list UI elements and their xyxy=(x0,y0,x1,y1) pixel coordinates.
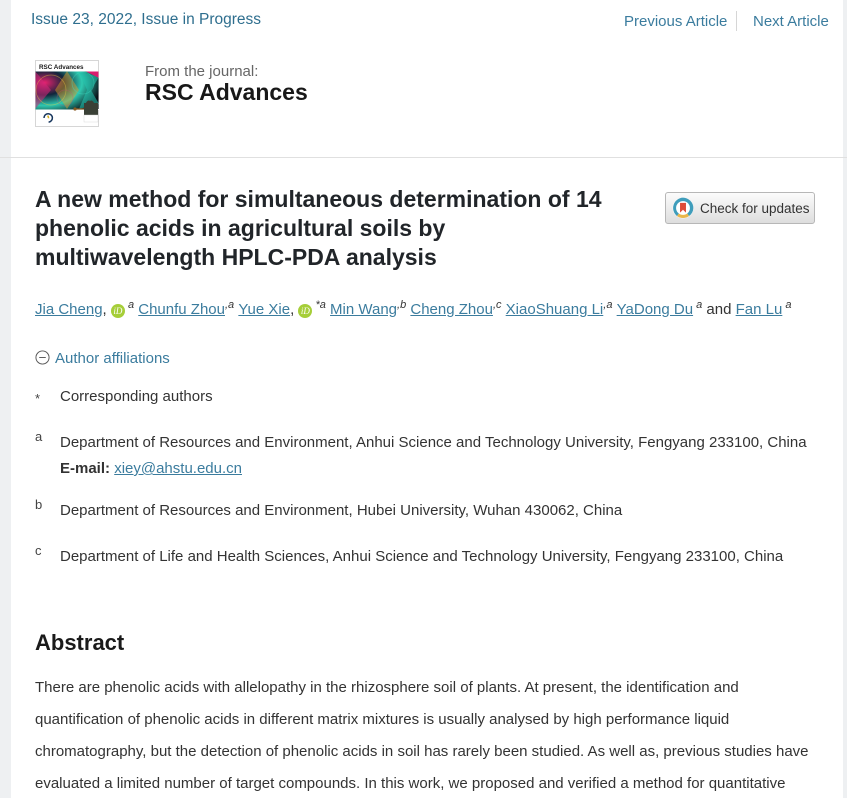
svg-text:RSC Advances: RSC Advances xyxy=(39,64,84,71)
